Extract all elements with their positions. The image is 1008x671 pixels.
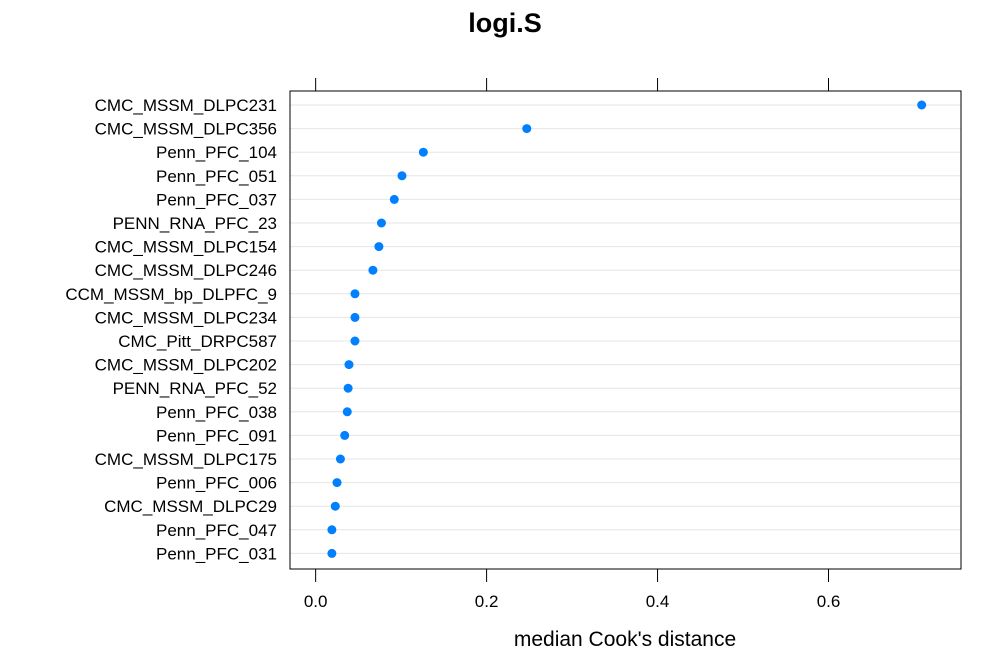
data-point: [368, 265, 378, 275]
category-label: CMC_MSSM_DLPC202: [95, 356, 277, 375]
category-label: Penn_PFC_038: [156, 403, 277, 422]
data-point: [335, 454, 345, 464]
data-point: [389, 194, 399, 204]
category-label: CMC_Pitt_DRPC587: [118, 332, 277, 351]
category-label: PENN_RNA_PFC_23: [113, 214, 277, 233]
data-point: [522, 124, 532, 134]
data-point: [418, 147, 428, 157]
category-label: CMC_MSSM_DLPC246: [95, 261, 277, 280]
x-axis-ticks: 0.0 0.2 0.4 0.6: [304, 78, 841, 611]
x-axis-label: median Cook's distance: [514, 628, 736, 651]
data-point: [332, 478, 342, 488]
data-point: [397, 171, 407, 181]
category-label: CCM_MSSM_bp_DLPFC_9: [65, 285, 277, 304]
category-label: PENN_RNA_PFC_52: [113, 379, 277, 398]
data-point: [327, 525, 337, 535]
data-point: [330, 501, 340, 511]
category-label: Penn_PFC_091: [156, 426, 277, 445]
category-label: CMC_MSSM_DLPC356: [95, 120, 277, 139]
category-label: CMC_MSSM_DLPC175: [95, 450, 277, 469]
data-point: [343, 383, 353, 393]
category-label: Penn_PFC_006: [156, 474, 277, 493]
x-tick-label: 0.4: [646, 592, 670, 611]
data-point: [374, 242, 384, 252]
category-label: CMC_MSSM_DLPC29: [104, 497, 277, 516]
plot-frame: [289, 90, 962, 570]
category-label: Penn_PFC_047: [156, 521, 277, 540]
data-point: [344, 360, 354, 370]
category-label: CMC_MSSM_DLPC231: [95, 96, 277, 115]
category-label: Penn_PFC_037: [156, 190, 277, 209]
data-point: [350, 336, 360, 346]
category-label: CMC_MSSM_DLPC234: [95, 308, 277, 327]
data-point: [350, 312, 360, 322]
x-tick-label: 0.0: [304, 592, 328, 611]
category-label: Penn_PFC_104: [156, 143, 277, 162]
category-label: Penn_PFC_031: [156, 544, 277, 563]
data-point: [342, 407, 352, 417]
data-point: [376, 218, 386, 228]
data-point: [340, 430, 350, 440]
chart-title: logi.S: [468, 8, 542, 38]
gridlines: [290, 104, 961, 554]
category-label: CMC_MSSM_DLPC154: [95, 238, 277, 257]
category-label: Penn_PFC_051: [156, 167, 277, 186]
data-point: [350, 289, 360, 299]
data-point: [327, 548, 337, 558]
data-point: [917, 100, 927, 110]
y-axis-labels: CMC_MSSM_DLPC231 CMC_MSSM_DLPC356 Penn_PFC…: [65, 96, 277, 563]
x-tick-label: 0.6: [817, 592, 841, 611]
x-tick-label: 0.2: [475, 592, 499, 611]
data-points: [327, 100, 927, 558]
